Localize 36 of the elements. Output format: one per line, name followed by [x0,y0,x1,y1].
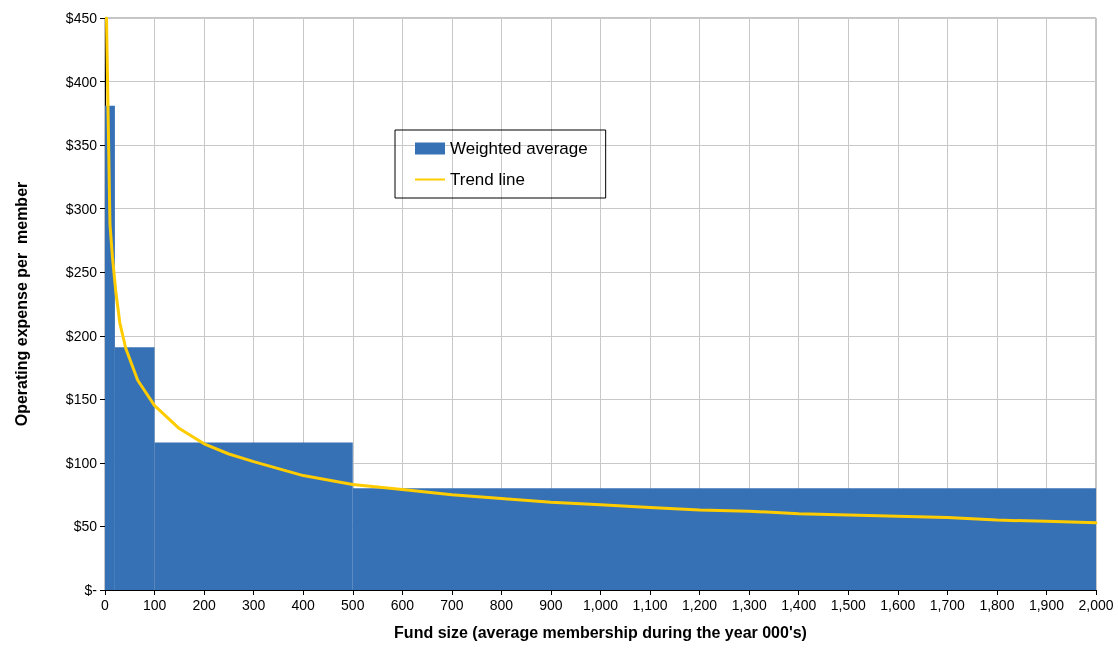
y-tick-label: $400 [65,73,98,90]
x-tick-label: 300 [241,597,266,613]
x-tick-label: 1,500 [830,597,866,613]
y-tick-label: $100 [65,454,98,471]
x-tick-label: 100 [142,597,167,613]
y-tick-label: $350 [65,137,98,154]
y-tick-label: $- [84,582,98,598]
x-tick-label: 800 [489,597,514,613]
legend-label: Trend line [450,170,525,189]
y-tick-label: $200 [65,327,98,344]
y-tick-label: $250 [65,264,98,281]
x-tick-label: 1,700 [929,597,966,613]
y-tick-label: $450 [65,10,98,26]
y-axis-title: Operating expense per member [12,181,30,427]
x-tick-label: 200 [192,597,216,613]
x-tick-label: 700 [440,597,464,613]
x-tick-label: 1,600 [880,597,916,613]
x-tick-label: 1,200 [682,597,718,613]
x-tick-label: 1,100 [632,597,668,613]
y-tick-label: $50 [73,518,98,535]
x-tick-label: 1,000 [582,597,619,613]
x-tick-label: 1,300 [731,597,767,613]
x-tick-label: 500 [341,597,365,613]
y-tick-label: $300 [65,200,98,217]
x-tick-label: 1,900 [1028,597,1065,613]
x-tick-label: 0 [101,597,110,613]
legend-label: Weighted average [450,139,588,158]
x-tick-label: 400 [291,597,316,613]
x-tick-label: 1,800 [979,597,1015,613]
x-tick-label: 1,400 [781,597,817,613]
line-series [104,16,1098,525]
y-tick-label: $150 [65,391,98,408]
x-tick-label: 600 [390,597,415,613]
x-axis-title: Fund size (average membership during the year 000's) [394,623,807,641]
x-tick-label: 2,000 [1078,597,1114,613]
x-tick-label: 900 [539,597,563,613]
